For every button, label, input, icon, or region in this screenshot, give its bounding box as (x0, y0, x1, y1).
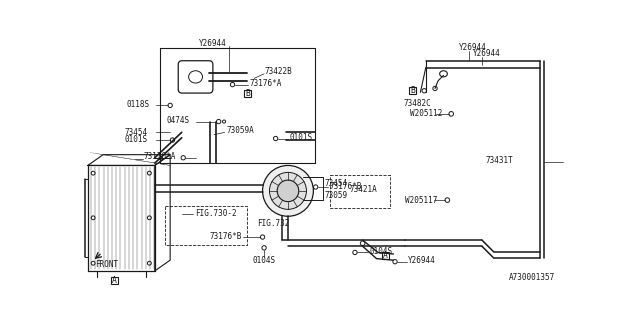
Text: 0104S: 0104S (253, 256, 276, 265)
Bar (111, 277, 118, 284)
Text: 73482C: 73482C (403, 99, 431, 108)
Circle shape (262, 165, 314, 216)
Bar (409, 87, 416, 94)
Text: W205117: W205117 (405, 196, 437, 204)
Text: A730001357: A730001357 (509, 273, 556, 282)
Text: 0104S: 0104S (369, 247, 393, 256)
Text: B: B (246, 89, 250, 98)
Text: 0118S: 0118S (126, 100, 149, 109)
Text: 73059: 73059 (325, 191, 348, 200)
Text: FIG.730-2: FIG.730-2 (196, 210, 237, 219)
Circle shape (269, 172, 307, 209)
Bar (382, 252, 389, 259)
Text: B: B (410, 86, 415, 95)
Text: 0101S: 0101S (125, 135, 148, 144)
Text: 73059A: 73059A (227, 125, 254, 134)
Text: 73176*B: 73176*B (209, 232, 242, 241)
Bar (244, 90, 252, 97)
Text: A: A (383, 251, 388, 260)
Text: Y26944: Y26944 (198, 38, 227, 47)
Text: FRONT: FRONT (95, 260, 118, 268)
Text: 0101S: 0101S (289, 133, 312, 142)
Text: W205112: W205112 (410, 108, 443, 117)
Text: A: A (112, 276, 117, 285)
Text: 73176*A: 73176*A (250, 79, 282, 88)
Text: 73431T: 73431T (485, 156, 513, 164)
Text: 73454: 73454 (125, 128, 148, 137)
Circle shape (277, 180, 299, 202)
Text: 73422B: 73422B (265, 67, 292, 76)
Text: FIG.732: FIG.732 (257, 219, 289, 228)
Text: 73454: 73454 (325, 179, 348, 188)
Text: 73176*A: 73176*A (143, 153, 175, 162)
Text: Y26944: Y26944 (459, 43, 486, 52)
Text: 0474S: 0474S (166, 116, 189, 125)
Text: 73176*B: 73176*B (330, 182, 362, 191)
Text: 73421A: 73421A (349, 185, 378, 194)
Text: Y26944: Y26944 (408, 256, 436, 265)
Text: Y26944: Y26944 (473, 49, 500, 58)
